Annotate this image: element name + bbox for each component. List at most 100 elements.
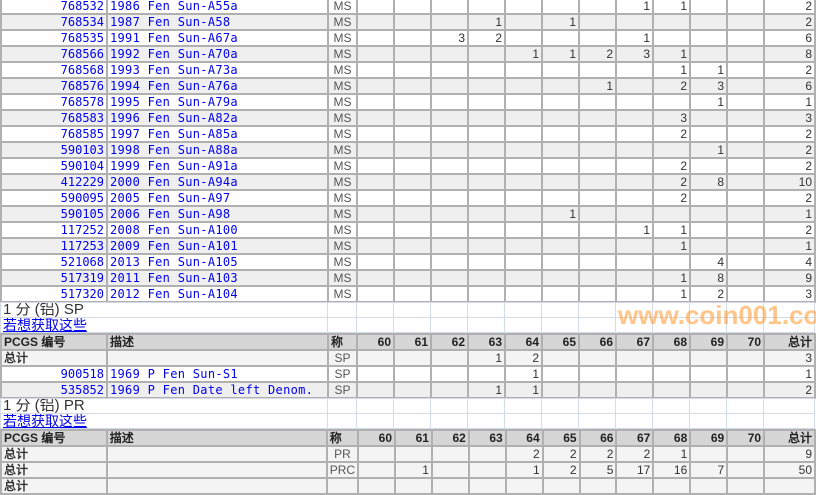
pcgs-number-link[interactable]: 590103 xyxy=(0,141,108,159)
grade-66-count xyxy=(578,205,617,223)
pcgs-number-link[interactable]: 768576 xyxy=(0,77,108,95)
grade-66-count xyxy=(578,237,617,255)
pcgs-number-link[interactable]: 768585 xyxy=(0,125,108,143)
description-link[interactable]: 2006 Fen Sun-A98 xyxy=(106,205,329,223)
grade-60-count xyxy=(356,237,395,255)
pcgs-number-link[interactable]: 521068 xyxy=(0,253,108,271)
grade-64-count xyxy=(504,141,543,159)
row-total: 9 xyxy=(763,445,816,463)
header-grade-68: 68 xyxy=(652,333,691,351)
table-row: 117252 2008 Fen Sun-A100 MS 1 1 2 xyxy=(0,221,816,239)
grade-68-count xyxy=(652,93,691,111)
grade-69-count xyxy=(689,109,728,127)
pcgs-number-link[interactable]: 768566 xyxy=(0,45,108,63)
pcgs-number-link[interactable]: 768578 xyxy=(0,93,108,111)
grade-67-count xyxy=(615,13,654,31)
grade-69-count: 1 xyxy=(689,141,728,159)
description-link[interactable]: 1999 Fen Sun-A91a xyxy=(106,157,329,175)
description-link[interactable]: 2012 Fen Sun-A104 xyxy=(106,285,329,303)
grade-65-count xyxy=(541,173,580,191)
header-designation: 称 xyxy=(325,429,360,447)
grade-68-count: 16 xyxy=(652,461,692,479)
description-link[interactable]: 1995 Fen Sun-A79a xyxy=(106,93,329,111)
description-link[interactable]: 1969 P Fen Sun-S1 xyxy=(106,365,329,383)
description-link[interactable]: 2000 Fen Sun-A94a xyxy=(106,173,329,191)
designation-cell: SP xyxy=(327,365,358,383)
description-link[interactable]: 2008 Fen Sun-A100 xyxy=(106,221,329,239)
grade-69-count xyxy=(689,349,728,367)
description-link[interactable]: 2005 Fen Sun-A97 xyxy=(106,189,329,207)
grade-66-count xyxy=(578,0,617,15)
description-link[interactable]: 2011 Fen Sun-A103 xyxy=(106,269,329,287)
grade-63-count: 1 xyxy=(467,381,506,399)
pcgs-number-link[interactable]: 117252 xyxy=(0,221,108,239)
grade-61-count xyxy=(393,13,432,31)
grade-70-count xyxy=(726,269,765,287)
header-pcgs-number: PCGS 编号 xyxy=(0,429,108,447)
grade-70-count xyxy=(726,77,765,95)
grade-70-count xyxy=(726,237,765,255)
grade-66-count xyxy=(578,381,617,399)
grade-64-count xyxy=(504,237,543,255)
pcgs-number-link[interactable]: 517319 xyxy=(0,269,108,287)
grade-70-count xyxy=(726,189,765,207)
description-link[interactable]: 1997 Fen Sun-A85a xyxy=(106,125,329,143)
description-link[interactable]: 1996 Fen Sun-A82a xyxy=(106,109,329,127)
grade-61-count xyxy=(393,173,432,191)
grade-60-count xyxy=(356,125,395,143)
designation-cell: MS xyxy=(327,269,358,287)
grade-60-count xyxy=(356,285,395,303)
designation-cell: MS xyxy=(327,173,358,191)
grade-65-count xyxy=(541,477,581,495)
description-link[interactable]: 1986 Fen Sun-A55a xyxy=(106,0,329,15)
row-total: 2 xyxy=(763,381,816,399)
pcgs-number-link[interactable]: 590105 xyxy=(0,205,108,223)
description-link[interactable]: 1998 Fen Sun-A88a xyxy=(106,141,329,159)
designation-cell: MS xyxy=(327,189,358,207)
pcgs-number-link[interactable]: 590095 xyxy=(0,189,108,207)
grade-67-count xyxy=(615,477,655,495)
get-these-link[interactable]: 若想获取这些 xyxy=(0,317,328,333)
grade-60-count xyxy=(356,109,395,127)
pcgs-number-link[interactable]: 768535 xyxy=(0,29,108,47)
description-link[interactable]: 1994 Fen Sun-A76a xyxy=(106,77,329,95)
designation-cell: MS xyxy=(327,45,358,63)
pcgs-number-link[interactable]: 768568 xyxy=(0,61,108,79)
pcgs-number-link[interactable]: 590104 xyxy=(0,157,108,175)
grade-68-count: 2 xyxy=(652,77,691,95)
row-total: 2 xyxy=(763,125,816,143)
pcgs-number-link[interactable]: 517320 xyxy=(0,285,108,303)
grade-62-count xyxy=(430,349,469,367)
pcgs-number-link[interactable]: 768534 xyxy=(0,13,108,31)
header-grade-65: 65 xyxy=(541,429,581,447)
grade-69-count xyxy=(689,221,728,239)
pcgs-number-link[interactable]: 535852 xyxy=(0,381,108,399)
pcgs-number-link[interactable]: 117253 xyxy=(0,237,108,255)
description-link[interactable]: 1992 Fen Sun-A70a xyxy=(106,45,329,63)
grade-69-count: 3 xyxy=(689,77,728,95)
description-link[interactable]: 1987 Fen Sun-A58 xyxy=(106,13,329,31)
row-total: 50 xyxy=(763,461,816,479)
table-row: 768568 1993 Fen Sun-A73a MS 1 1 2 xyxy=(0,61,816,79)
grade-70-count xyxy=(726,125,765,143)
grade-64-count xyxy=(504,61,543,79)
grade-65-count xyxy=(541,269,580,287)
pcgs-number-link[interactable]: 768583 xyxy=(0,109,108,127)
pcgs-number-link[interactable]: 768532 xyxy=(0,0,108,15)
grade-68-count: 1 xyxy=(652,445,692,463)
grade-63-count: 2 xyxy=(467,29,506,47)
grade-65-count xyxy=(541,77,580,95)
description-link[interactable]: 1993 Fen Sun-A73a xyxy=(106,61,329,79)
description-link[interactable]: 1969 P Fen Date left Denom. xyxy=(106,381,329,399)
get-these-link[interactable]: 若想获取这些 xyxy=(0,413,328,429)
pcgs-number-link[interactable]: 900518 xyxy=(0,365,108,383)
description-link[interactable]: 1991 Fen Sun-A67a xyxy=(106,29,329,47)
grade-64-count xyxy=(504,157,543,175)
grade-67-count: 3 xyxy=(615,45,654,63)
description-link[interactable]: 2013 Fen Sun-A105 xyxy=(106,253,329,271)
grade-61-count: 1 xyxy=(394,461,433,479)
pcgs-number-link[interactable]: 412229 xyxy=(0,173,108,191)
grade-65-count: 2 xyxy=(541,461,581,479)
description-link[interactable]: 2009 Fen Sun-A101 xyxy=(106,237,329,255)
grade-67-count xyxy=(615,125,654,143)
